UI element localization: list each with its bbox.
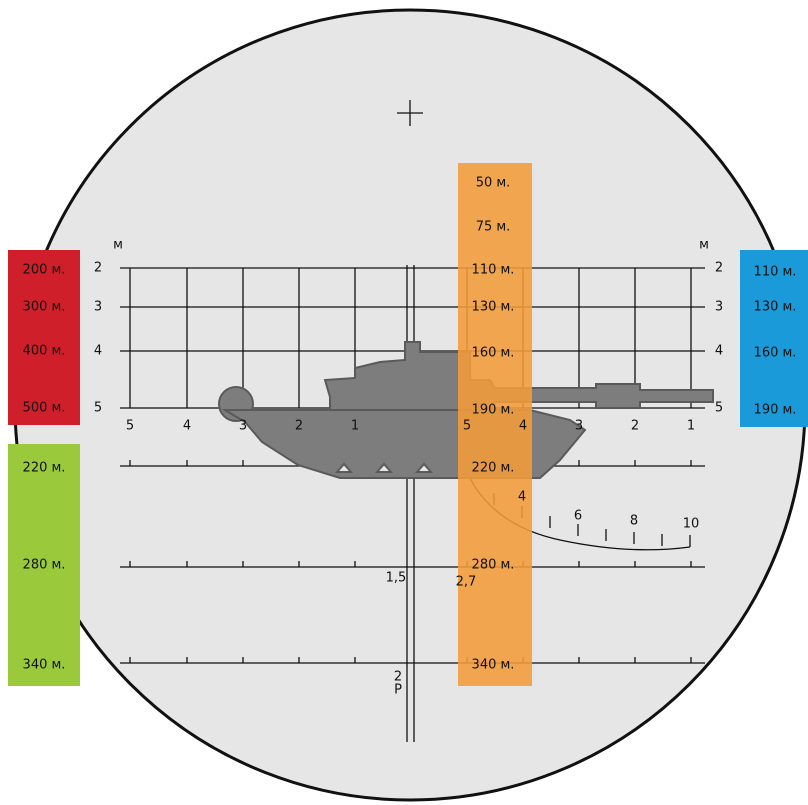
red-panel [8,250,80,425]
orange-range: 220 м. [472,461,515,476]
crosshair [397,100,423,126]
row-label: 4 [715,344,723,359]
red-range: 400 м. [23,344,66,359]
red-range: 500 м. [23,401,66,416]
mark: 1,5 [386,571,407,586]
scale-label: 3 [575,419,583,434]
row-label: 3 [715,300,723,315]
blue-range: 130 м. [754,300,797,315]
green-range: 220 м. [23,461,66,476]
blue-range: 190 м. [754,403,797,418]
row-label: 5 [94,401,102,416]
curve-label: 8 [630,514,638,529]
row-label: 2 [715,261,723,276]
curve-label: 4 [518,490,526,505]
row-label: 5 [715,401,723,416]
labels: 200 м. 300 м. 400 м. 500 м. 220 м. 280 м. 340 … [23,176,797,698]
green-range: 340 м. [23,658,66,673]
green-panel [8,444,80,686]
orange-range: 160 м. [472,346,515,361]
mark: 2,7 [456,575,477,590]
orange-range: 75 м. [476,220,511,235]
row-label: 3 [94,300,102,315]
row-label: 2 [94,261,102,276]
mark: Р [394,683,402,698]
red-range: 200 м. [23,263,66,278]
orange-range: 340 м. [472,658,515,673]
orange-range: 110 м. [472,263,515,278]
scale-label: 5 [463,419,471,434]
curve-label: 10 [683,517,700,532]
scale-label: 4 [183,419,191,434]
scale-label: 5 [126,419,134,434]
orange-panel [458,163,532,686]
unit: м [699,238,709,253]
unit: м [113,238,123,253]
row-label: 4 [94,344,102,359]
red-range: 300 м. [23,300,66,315]
mark: 2 [394,670,402,685]
scale-label: 1 [687,419,695,434]
scale-label: 2 [295,419,303,434]
green-range: 280 м. [23,558,66,573]
scale-label: 2 [631,419,639,434]
scale-label: 3 [239,419,247,434]
scale-label: 1 [351,419,359,434]
orange-range: 280 м. [472,558,515,573]
blue-panel [740,250,808,427]
blue-range: 110 м. [754,265,797,280]
scale-label: 4 [519,419,527,434]
blue-range: 160 м. [754,346,797,361]
curve-label: 6 [574,509,582,524]
orange-range: 130 м. [472,300,515,315]
orange-range: 50 м. [476,176,511,191]
orange-range: 190 м. [472,403,515,418]
